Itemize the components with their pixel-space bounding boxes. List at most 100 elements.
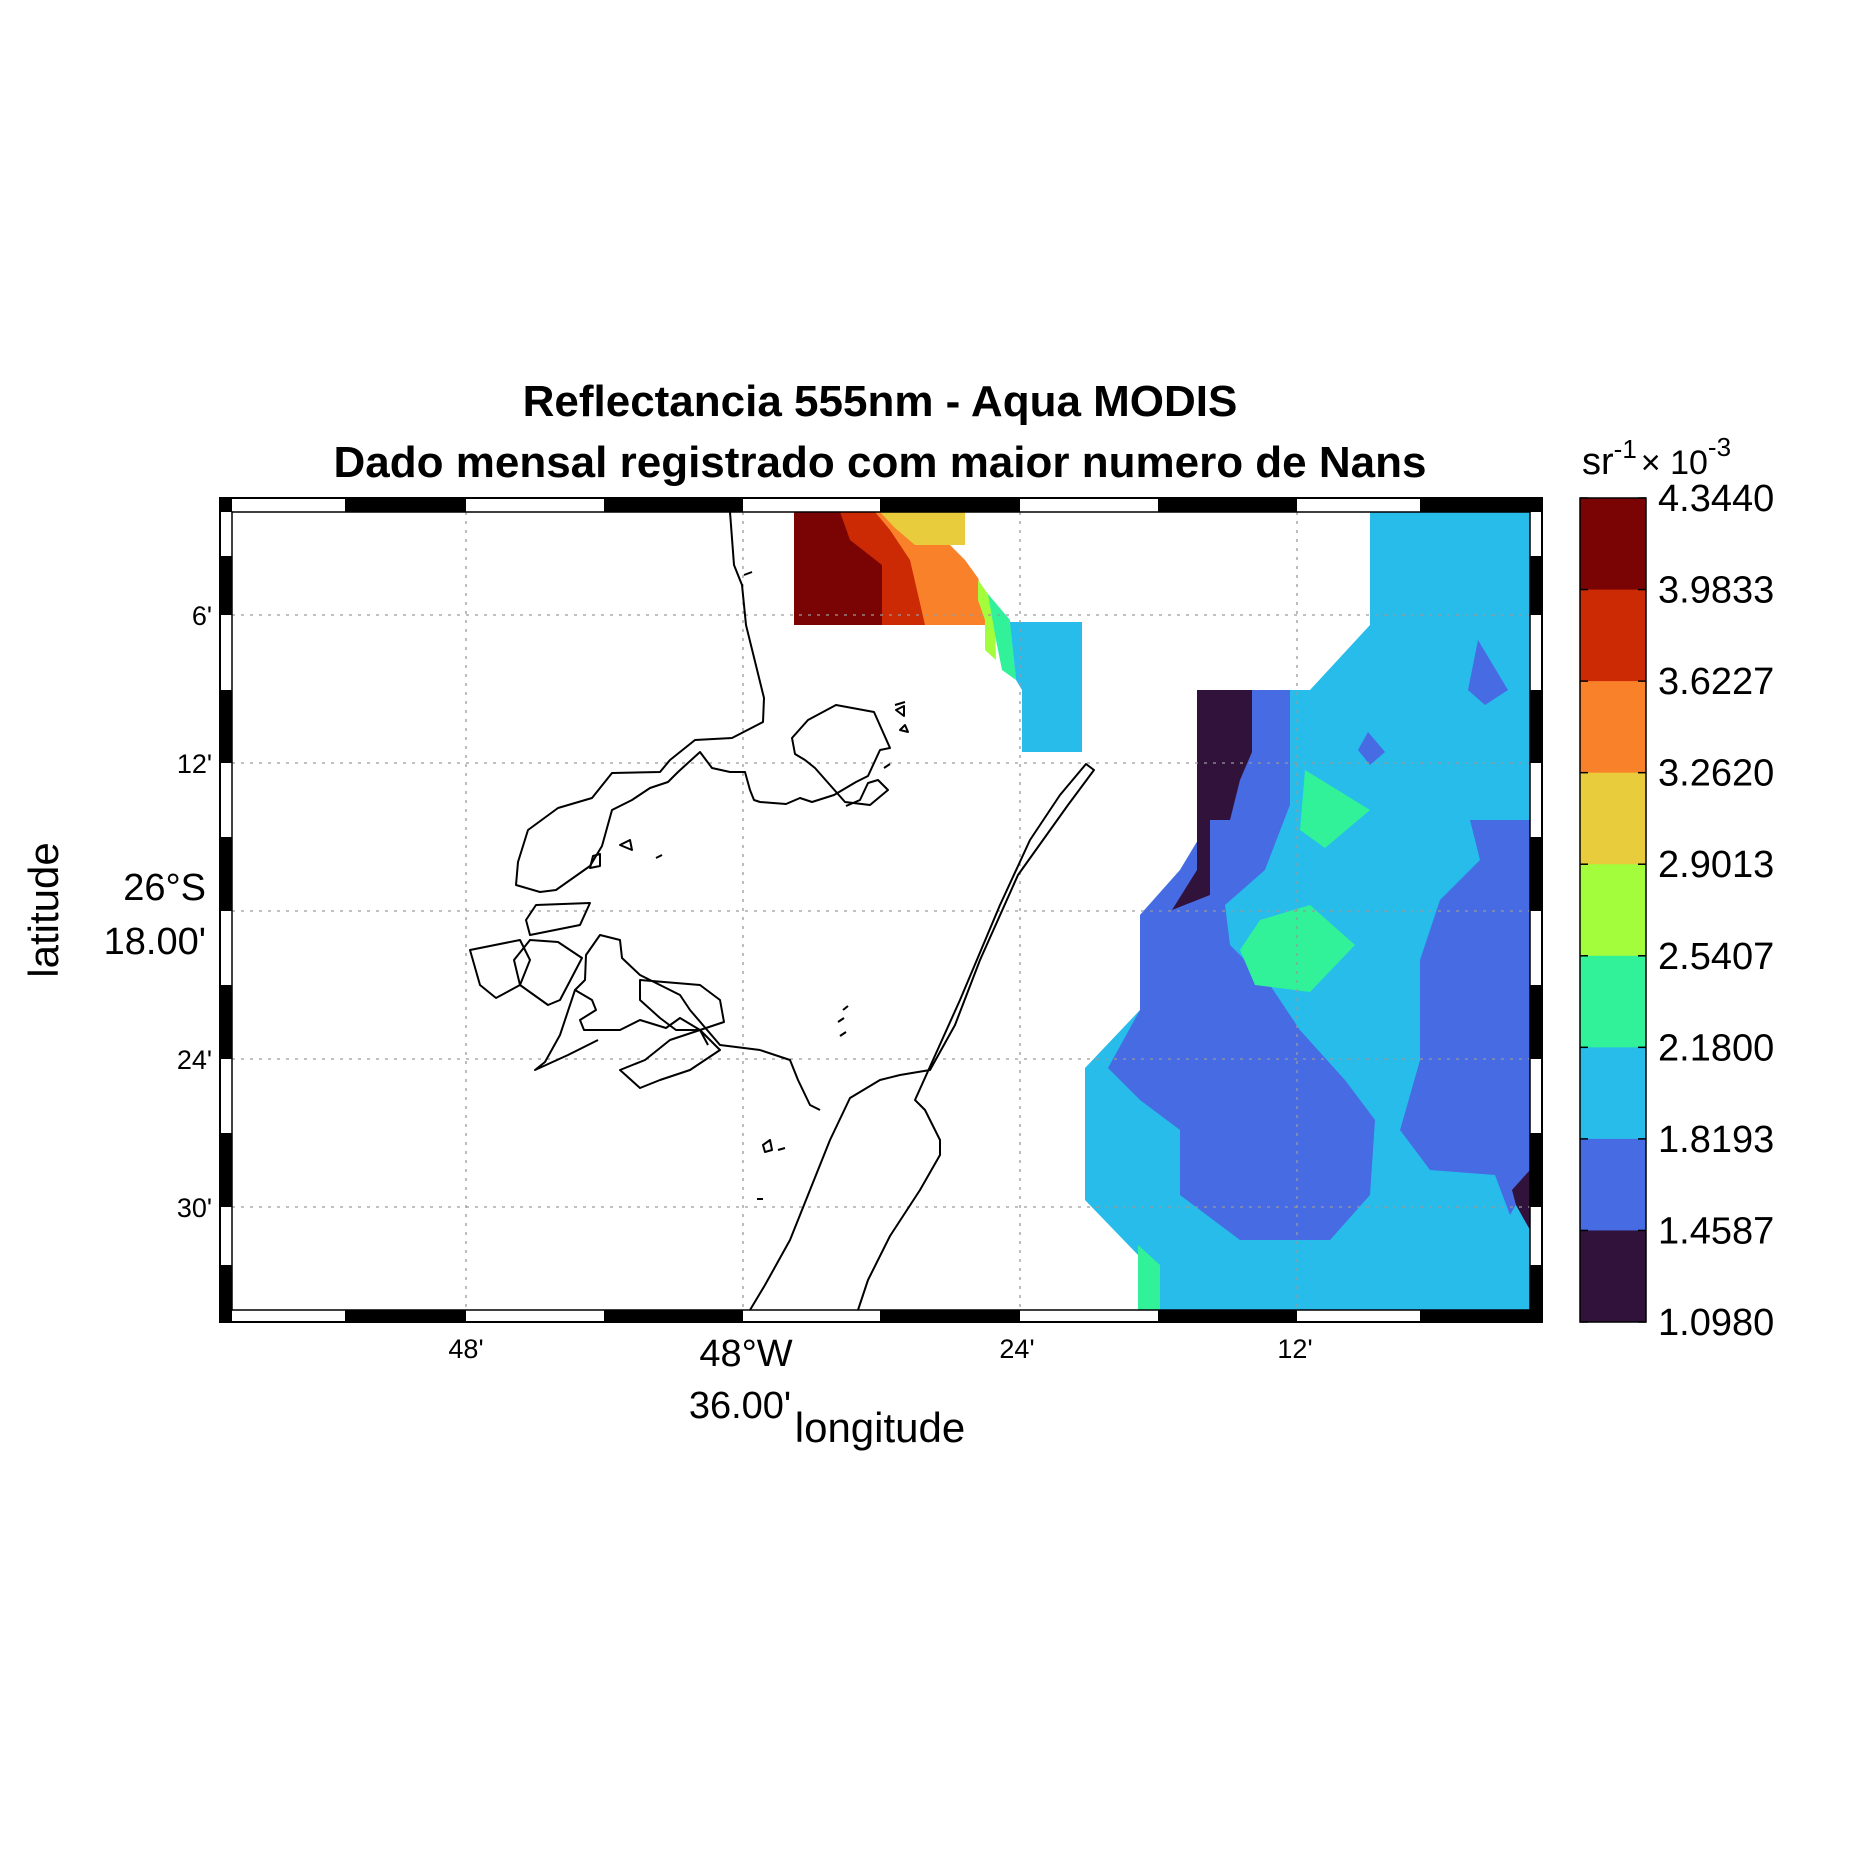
coast-islet-b [895,705,905,717]
units-base: sr [1582,441,1614,483]
region-east-cyan-inner [1230,625,1530,1130]
frame-bar-bottom-5 [1420,1310,1542,1322]
coast-islet-m [777,1147,786,1151]
colorbar-tick-label: 3.6227 [1658,661,1774,703]
region-east-green-3 [1138,1245,1160,1310]
coast-islet-k [839,1031,847,1037]
data-regions [794,512,1530,1310]
frame-bar-bottom-1 [345,1310,466,1322]
coast-islet-a [743,571,753,576]
frame-bar-right-4 [1530,985,1542,1059]
region-east-dark [1172,690,1252,910]
frame-bar-right-1 [1530,556,1542,615]
colorbar-tick-label: 2.9013 [1658,844,1774,886]
frame-bar-top-2 [604,498,743,512]
title-line-1: Reflectancia 555nm - Aqua MODIS [523,377,1238,426]
frame-bar-left-3 [220,837,232,911]
frame-bar-left-5 [220,1133,232,1207]
coastline [469,511,1095,1311]
colorbar-tick-label: 2.1800 [1658,1027,1774,1069]
coast-islet-f [619,839,633,851]
colorbar-swatch [1580,1138,1646,1231]
colorbar-tick-label: 1.4587 [1658,1210,1774,1252]
frame-bar-left-2 [220,690,232,763]
map-panel [219,497,1543,1323]
y-tick-6: 6' [192,601,212,631]
frame-bar-right-5 [1530,1133,1542,1207]
coast-islet-d [894,701,906,706]
title-line-2: Dado mensal registrado com maior numero … [334,438,1427,487]
x-tick-36-line1: 48°W [699,1333,792,1375]
units-multiplier-exp: -3 [1708,432,1731,462]
region-east-blue-blob-1 [1468,640,1508,705]
frame-bar-top-5 [1420,498,1542,512]
coast-islet-c [899,724,909,733]
region-east-green-2 [1240,905,1355,992]
coast-southern [759,1049,821,1111]
y-axis-label: latitude [20,842,67,977]
frame-bar-left-4 [220,985,232,1059]
y-tick-18-line2: 18.00' [104,921,206,963]
region-north-orange [875,512,995,625]
colorbar-swatch [1580,955,1646,1048]
grid-lines [232,512,1530,1310]
region-east-blue-2 [1400,820,1530,1215]
x-tick-48: 48' [448,1334,483,1364]
region-north-lime [978,580,996,660]
svg-text:sr-1× 10-3: sr-1 × 10-3 [1582,432,1731,483]
units-multiplier: × 10 [1641,444,1708,482]
colorbar-tick-label: 4.3440 [1658,478,1774,520]
y-tick-18-line1: 26°S [123,867,206,909]
region-east-dark-2 [1512,1170,1530,1230]
coast-island-2 [513,939,583,1006]
frame-bar-bottom-2 [604,1310,743,1322]
units-base-exp: -1 [1614,434,1637,464]
region-east-green-1 [1300,770,1370,848]
region-east-blue-blob-2 [1358,732,1385,765]
region-north-cyan [1010,622,1082,752]
map-frame-bars [220,498,1542,1322]
colorbar-tick-label: 2.5407 [1658,936,1774,978]
y-tick-12: 12' [177,749,212,779]
frame-bar-right-6 [1530,1265,1542,1322]
x-tick-12: 12' [1277,1334,1312,1364]
frame-bar-top-4 [1158,498,1297,512]
region-north-yellow [880,512,965,545]
frame-bar-top-3 [880,498,1020,512]
colorbar-units: sr-1 × 10-3 [1582,432,1731,483]
frame-bar-bottom-3 [880,1310,1020,1322]
coast-island-1 [525,902,591,936]
colorbar-tick-label: 1.8193 [1658,1119,1774,1161]
coast-islet-g [655,854,663,859]
frame-bar-right-3 [1530,837,1542,911]
coast-islet-j [837,1017,845,1023]
coast-south-channel [619,1029,721,1089]
frame-bar-top-1 [345,498,466,512]
coast-islet-i [842,1005,849,1011]
frame-bar-left-1 [220,556,232,615]
colorbar-swatch [1580,772,1646,865]
coast-island-3 [469,939,531,999]
colorbar-tick-label: 1.0980 [1658,1302,1774,1344]
frame-bar-left-6 [220,1265,232,1322]
colorbar-swatch [1580,1230,1646,1323]
x-tick-24: 24' [999,1334,1034,1364]
colorbar-swatch [1580,589,1646,682]
coast-estuary [749,763,1095,1311]
x-tick-36-line2: 36.00' [689,1385,791,1427]
colorbar-swatch [1580,681,1646,774]
coast-river [534,989,599,1071]
colorbar-tick-label: 3.9833 [1658,570,1774,612]
colorbar-frame [1579,497,1647,1323]
colorbar-swatch [1580,1047,1646,1140]
coast-islet-l [762,1139,773,1153]
coast-main [515,511,891,893]
colorbar-tick-label: 3.2620 [1658,753,1774,795]
coast-islet-h [883,763,891,769]
colorbar-swatch [1580,498,1646,591]
region-north-green [988,594,1016,680]
y-tick-24: 24' [177,1045,212,1075]
x-axis-label: longitude [795,1404,965,1451]
region-east-blue [1108,690,1375,1240]
